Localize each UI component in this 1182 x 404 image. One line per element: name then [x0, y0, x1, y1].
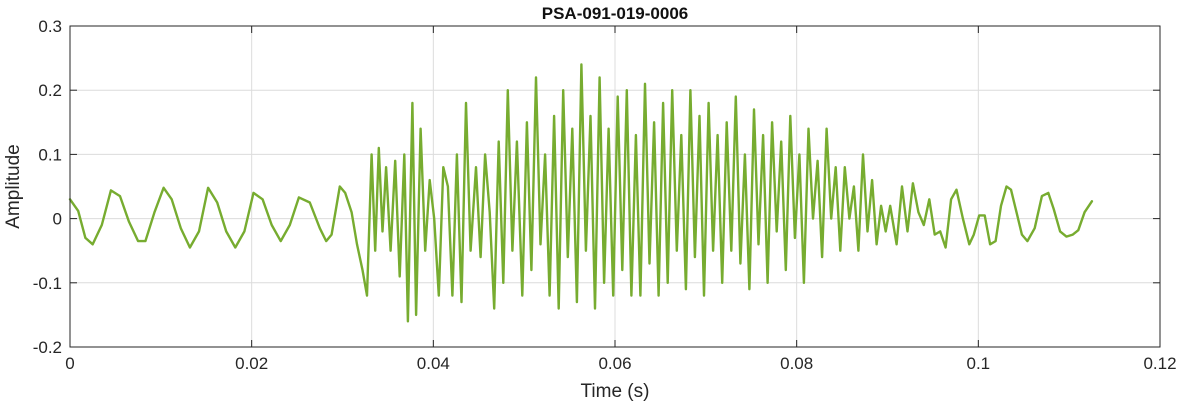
y-tick-label: 0 — [53, 210, 62, 229]
y-tick-labels: -0.2 -0.1 0 0.1 0.2 0.3 — [33, 17, 62, 357]
y-tick-label: 0.3 — [38, 17, 62, 36]
x-tick-label: 0.08 — [780, 354, 813, 373]
x-tick-label: 0.12 — [1143, 354, 1176, 373]
y-axis-label: Amplitude — [3, 144, 24, 229]
x-tick-label: 0.1 — [967, 354, 991, 373]
x-axis-label: Time (s) — [581, 381, 650, 402]
series-layer — [68, 63, 1094, 323]
x-tick-label: 0 — [65, 354, 74, 373]
y-tick-label: -0.1 — [33, 274, 62, 293]
ticks — [69, 25, 1161, 348]
x-tick-label: 0.06 — [598, 354, 631, 373]
series-line — [68, 63, 1094, 323]
y-tick-label: 0.1 — [38, 145, 62, 164]
x-tick-label: 0.02 — [235, 354, 268, 373]
y-tick-label: -0.2 — [33, 338, 62, 357]
y-tick-label: 0.2 — [38, 81, 62, 100]
x-tick-label: 0.04 — [417, 354, 450, 373]
x-tick-labels: 0 0.02 0.04 0.06 0.08 0.1 0.12 — [65, 354, 1176, 373]
chart-title: PSA-091-019-0006 — [542, 4, 688, 23]
